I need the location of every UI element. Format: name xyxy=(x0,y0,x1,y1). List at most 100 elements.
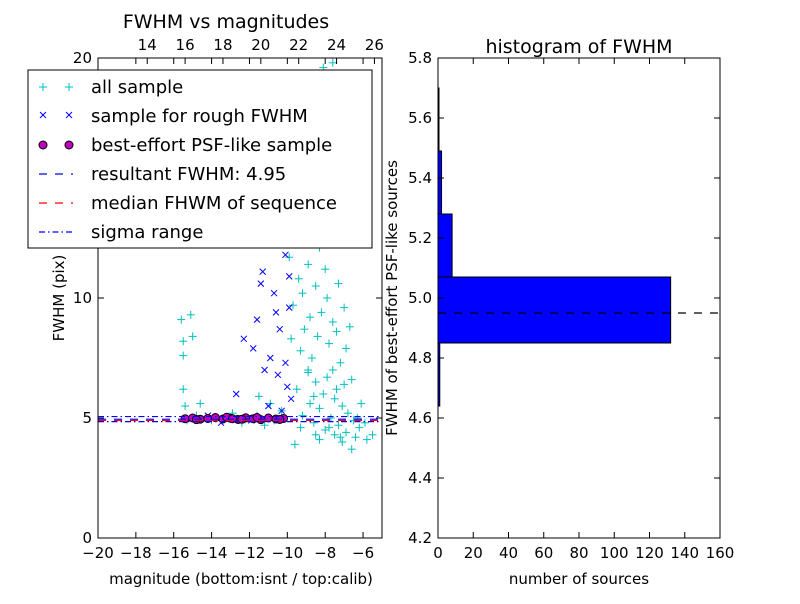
series-1-point-5 xyxy=(240,335,248,343)
scatter-top-tick-label-0: 14 xyxy=(138,36,157,54)
histogram-y-tick-label-6: 5.4 xyxy=(408,169,432,187)
scatter-y-tick-label-0: 0 xyxy=(82,529,92,547)
series-0-point-39 xyxy=(315,404,324,413)
series-0-point-17 xyxy=(321,265,330,274)
histogram-title: histogram of FWHM xyxy=(485,36,672,58)
series-0-point-85 xyxy=(332,385,341,394)
legend: all sample sample for rough FWHM best-ef… xyxy=(27,69,373,249)
series-0-point-78 xyxy=(254,392,263,401)
series-1-point-4 xyxy=(276,325,284,333)
scatter-x-tick-label-5: −10 xyxy=(272,544,304,562)
series-0-point-79 xyxy=(296,423,305,432)
series-0-point-87 xyxy=(309,392,318,401)
histogram-bar-2 xyxy=(437,213,453,278)
series-0-point-26 xyxy=(324,339,333,348)
histogram-x-tick-label-6: 120 xyxy=(635,544,664,562)
histogram-x-tick-label-4: 80 xyxy=(569,544,588,562)
series-0-point-45 xyxy=(334,421,343,430)
series-0-point-84 xyxy=(298,289,307,298)
scatter-plot: −20 −18 −16 −14 −12 −10 −8 −6 0 5 10 20 14 16 18 20 22 24… xyxy=(27,11,384,588)
series-0-point-33 xyxy=(340,380,349,389)
series-1-point-3 xyxy=(253,316,261,323)
scatter-top-tick-label-3: 20 xyxy=(251,36,270,54)
series-0-point-38 xyxy=(338,402,347,410)
series-0-point-57 xyxy=(304,368,313,377)
scatter-x-tick-label-7: −6 xyxy=(352,544,374,562)
histogram-x-tick-label-7: 140 xyxy=(670,544,699,562)
scatter-top-tick-label-2: 18 xyxy=(213,36,232,54)
series-1-point-2 xyxy=(270,289,278,297)
series-0-point-3 xyxy=(186,310,195,319)
legend-label-rough-sample: sample for rough FWHM xyxy=(91,106,308,127)
series-1-point-18 xyxy=(287,395,295,403)
scatter-top-tick-label-4: 22 xyxy=(289,36,308,54)
legend-label-resultant-fwhm: resultant FWHM: 4.95 xyxy=(91,164,286,185)
series-0-point-50 xyxy=(351,433,360,442)
series-0-point-56 xyxy=(368,430,377,439)
series-0-point-63 xyxy=(342,344,351,353)
histogram-x-tick-label-8: 160 xyxy=(706,544,735,562)
series-0-point-21 xyxy=(289,301,298,310)
series-0-point-82 xyxy=(324,423,333,432)
series-0-point-18 xyxy=(294,274,303,283)
scatter-x-tick-label-4: −12 xyxy=(234,544,266,562)
series-1-point-9 xyxy=(274,371,282,379)
histogram-x-tick-label-0: 0 xyxy=(433,544,443,562)
series-1-point-10 xyxy=(232,390,240,398)
series-0-point-53 xyxy=(362,435,371,444)
scatter-title: FWHM vs magnitudes xyxy=(123,11,329,33)
series-1-point-6 xyxy=(249,345,257,352)
series-0-point-24 xyxy=(300,325,309,334)
series-0-point-91 xyxy=(304,260,313,269)
series-0-point-31 xyxy=(323,373,332,382)
series-0-point-51 xyxy=(315,435,324,444)
scatter-x-tick-label-0: −20 xyxy=(82,544,114,562)
histogram-x-tick-label-5: 100 xyxy=(600,544,629,562)
series-1-point-13 xyxy=(285,304,293,311)
series-0-point-41 xyxy=(298,411,307,420)
series-1-point-24 xyxy=(282,359,289,367)
histogram-x-tick-label-1: 20 xyxy=(464,544,483,562)
series-0-point-37 xyxy=(306,399,315,408)
series-1-point-8 xyxy=(261,366,268,374)
series-1-point-23 xyxy=(257,280,265,287)
series-0-point-81 xyxy=(311,430,320,439)
histogram-y-axis-label: FWHM of best-effort PSF-like sources xyxy=(383,160,401,436)
legend-box xyxy=(27,69,373,249)
series-0-point-34 xyxy=(292,385,301,394)
series-0-point-46 xyxy=(355,423,364,432)
legend-label-median-fwhm: median FHWM of sequence xyxy=(91,193,337,214)
legend-swatch-rough-sample xyxy=(39,111,73,119)
histogram-y-tick-label-1: 4.4 xyxy=(408,469,432,487)
scatter-x-tick-label-3: −14 xyxy=(196,544,228,562)
scatter-y-tick-label-2: 10 xyxy=(73,289,92,307)
scatter-x-axis-label: magnitude (bottom:isnt / top:calib) xyxy=(109,570,373,588)
series-0-point-22 xyxy=(317,308,326,317)
series-0-point-6 xyxy=(181,402,190,410)
scatter-x-tick-label-2: −16 xyxy=(158,544,190,562)
scatter-y-tick-label-1: 5 xyxy=(82,409,92,427)
legend-swatch-psf-sample xyxy=(38,140,74,150)
series-0-point-66 xyxy=(360,418,369,427)
series-0-point-40 xyxy=(343,409,352,418)
histogram-x-tick-label-2: 40 xyxy=(499,544,518,562)
histogram-plot: 0 20 40 60 80 100 120 140 160 4.2 4.4 4.6 4.8 5.0 5.2 5… xyxy=(383,36,734,588)
series-0-point-32 xyxy=(311,378,320,386)
legend-label-all-sample: all sample xyxy=(91,77,183,98)
legend-label-psf-sample: best-effort PSF-like sample xyxy=(91,135,332,156)
series-0-point-58 xyxy=(332,327,341,336)
scatter-y-tick-label-3: 20 xyxy=(73,49,92,67)
series-0-point-49 xyxy=(330,430,339,439)
series-0-point-94 xyxy=(328,366,337,374)
series-0-point-4 xyxy=(188,332,197,341)
series-0-point-19 xyxy=(311,282,320,290)
series-1-point-12 xyxy=(278,407,286,415)
legend-swatch-all-sample xyxy=(39,83,73,91)
series-0-point-2 xyxy=(179,351,188,360)
histogram-y-tick-label-3: 4.8 xyxy=(408,349,432,367)
histogram-x-tick-label-3: 60 xyxy=(534,544,553,562)
series-0-point-25 xyxy=(313,332,322,341)
scatter-top-tick-label-5: 24 xyxy=(327,36,346,54)
series-0-point-52 xyxy=(338,438,347,446)
series-0-point-64 xyxy=(347,375,356,384)
